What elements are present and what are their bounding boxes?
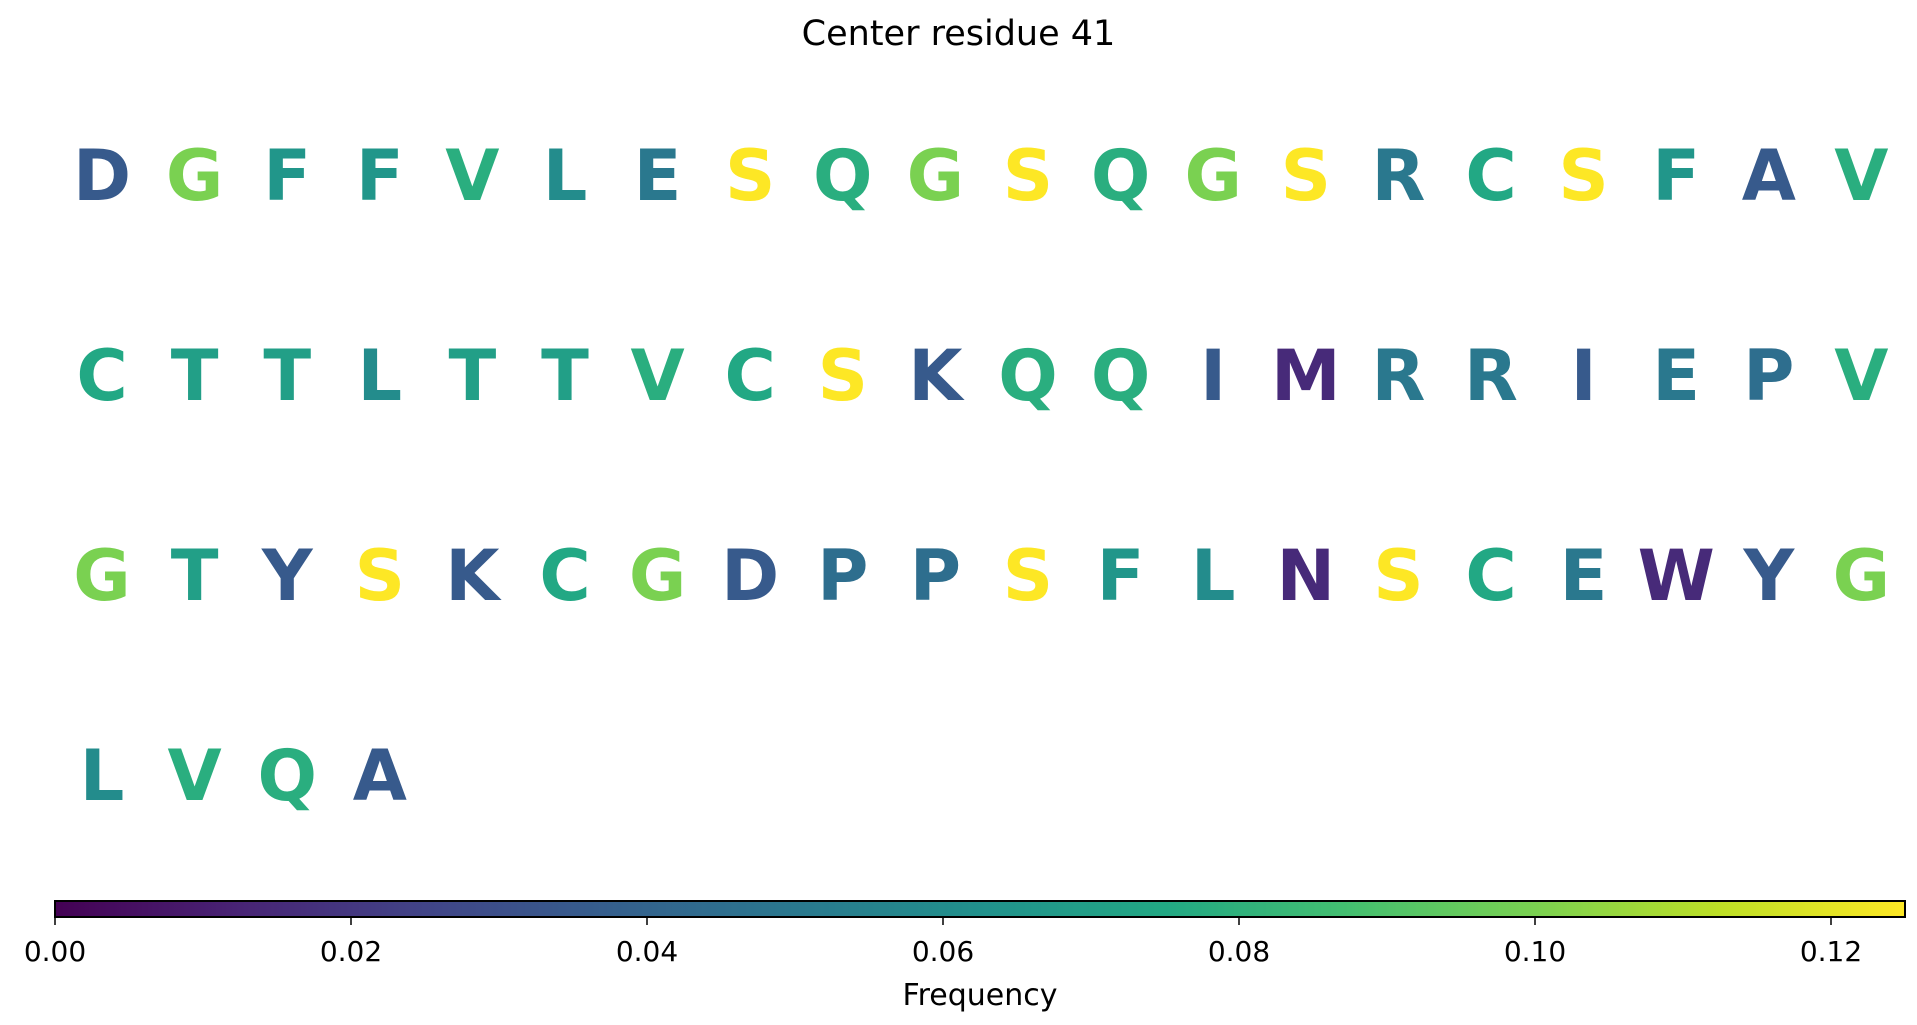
residue-letter: Q (1091, 335, 1151, 417)
residue-letter: A (353, 735, 407, 817)
residue-letter: G (166, 135, 223, 217)
residue-letter: E (634, 135, 682, 217)
residue-letter: G (73, 535, 130, 617)
colorbar-tick-label: 0.04 (616, 935, 678, 968)
residue-letter: I (1571, 335, 1597, 417)
residue-letter: G (629, 535, 686, 617)
colorbar-tick-label: 0.08 (1208, 935, 1270, 968)
residue-letter: L (80, 735, 125, 817)
residue-letter: F (263, 135, 311, 217)
residue-letter: F (356, 135, 404, 217)
residue-letter: F (1652, 135, 1700, 217)
residue-letter: S (355, 535, 405, 617)
residue-letter: W (1638, 535, 1715, 617)
residue-letter: N (1277, 535, 1336, 617)
colorbar: 0.00 0.02 0.04 0.06 0.08 0.10 0.12 Frequency (24, 900, 1906, 1013)
colorbar-tick-label: 0.10 (1504, 935, 1566, 968)
residue-letter: G (907, 135, 964, 217)
residue-letter: G (1184, 135, 1241, 217)
colorbar-tick-label: 0.12 (1800, 935, 1862, 968)
residue-letter: T (541, 335, 589, 417)
residue-letter: K (445, 535, 502, 617)
residue-letter: R (1371, 135, 1425, 217)
residue-letter: F (1097, 535, 1145, 617)
residue-letter: Q (1091, 135, 1151, 217)
residue-letter: Q (998, 335, 1058, 417)
residue-letter: V (1834, 335, 1888, 417)
colorbar-ticks: 0.00 0.02 0.04 0.06 0.08 0.10 0.12 (24, 917, 1862, 968)
residue-letter: C (1465, 135, 1516, 217)
residue-letter: L (543, 135, 588, 217)
residue-letter: G (1833, 535, 1890, 617)
residue-letter: V (631, 335, 685, 417)
colorbar-gradient (54, 900, 1906, 918)
residue-letter: P (1743, 335, 1794, 417)
residue-letter: S (725, 135, 775, 217)
residue-letter: K (908, 335, 965, 417)
residue-letter: E (1652, 335, 1700, 417)
residue-letter: D (721, 535, 779, 617)
residue-letter: V (1834, 135, 1888, 217)
residue-letter: T (171, 335, 219, 417)
residue-letter: Y (1742, 535, 1795, 617)
residue-letter: A (1742, 135, 1796, 217)
residue-letter: Y (261, 535, 314, 617)
residue-letter: Q (257, 735, 317, 817)
residue-letter: L (1191, 535, 1236, 617)
residue-letter: I (1200, 335, 1226, 417)
residue-letter: M (1271, 335, 1341, 417)
residue-letter: V (445, 135, 499, 217)
residue-letter: Q (813, 135, 873, 217)
residue-letter: S (1003, 135, 1053, 217)
colorbar-tick-label: 0.06 (912, 935, 974, 968)
residue-letter: R (1464, 335, 1518, 417)
residue-letter: R (1371, 335, 1425, 417)
colorbar-label: Frequency (903, 978, 1058, 1013)
residue-letter: S (1373, 535, 1423, 617)
residue-letter: S (1003, 535, 1053, 617)
colorbar-tick-label: 0.02 (320, 935, 382, 968)
residue-letter: C (539, 535, 590, 617)
residue-letter: T (263, 335, 311, 417)
residue-letter: P (910, 535, 961, 617)
residue-letter: S (818, 335, 868, 417)
residue-letter: S (1558, 135, 1608, 217)
residue-letter: L (357, 335, 402, 417)
residue-letter: V (168, 735, 222, 817)
residue-letter: C (76, 335, 127, 417)
residue-letter: T (449, 335, 497, 417)
residue-grid: D G F F V L E S Q G S Q G S R C S F A VC T T L T T V C S K Q Q I M R R I E P V… (73, 135, 1890, 817)
residue-letter: D (73, 135, 131, 217)
residue-letter: T (171, 535, 219, 617)
residue-letter: C (1465, 535, 1516, 617)
chart-title: Center residue 41 (801, 14, 1116, 54)
residue-letter: E (1560, 535, 1608, 617)
residue-letter: C (725, 335, 776, 417)
colorbar-tick-label: 0.00 (24, 935, 86, 968)
residue-letter: S (1281, 135, 1331, 217)
residue-letter: P (817, 535, 868, 617)
